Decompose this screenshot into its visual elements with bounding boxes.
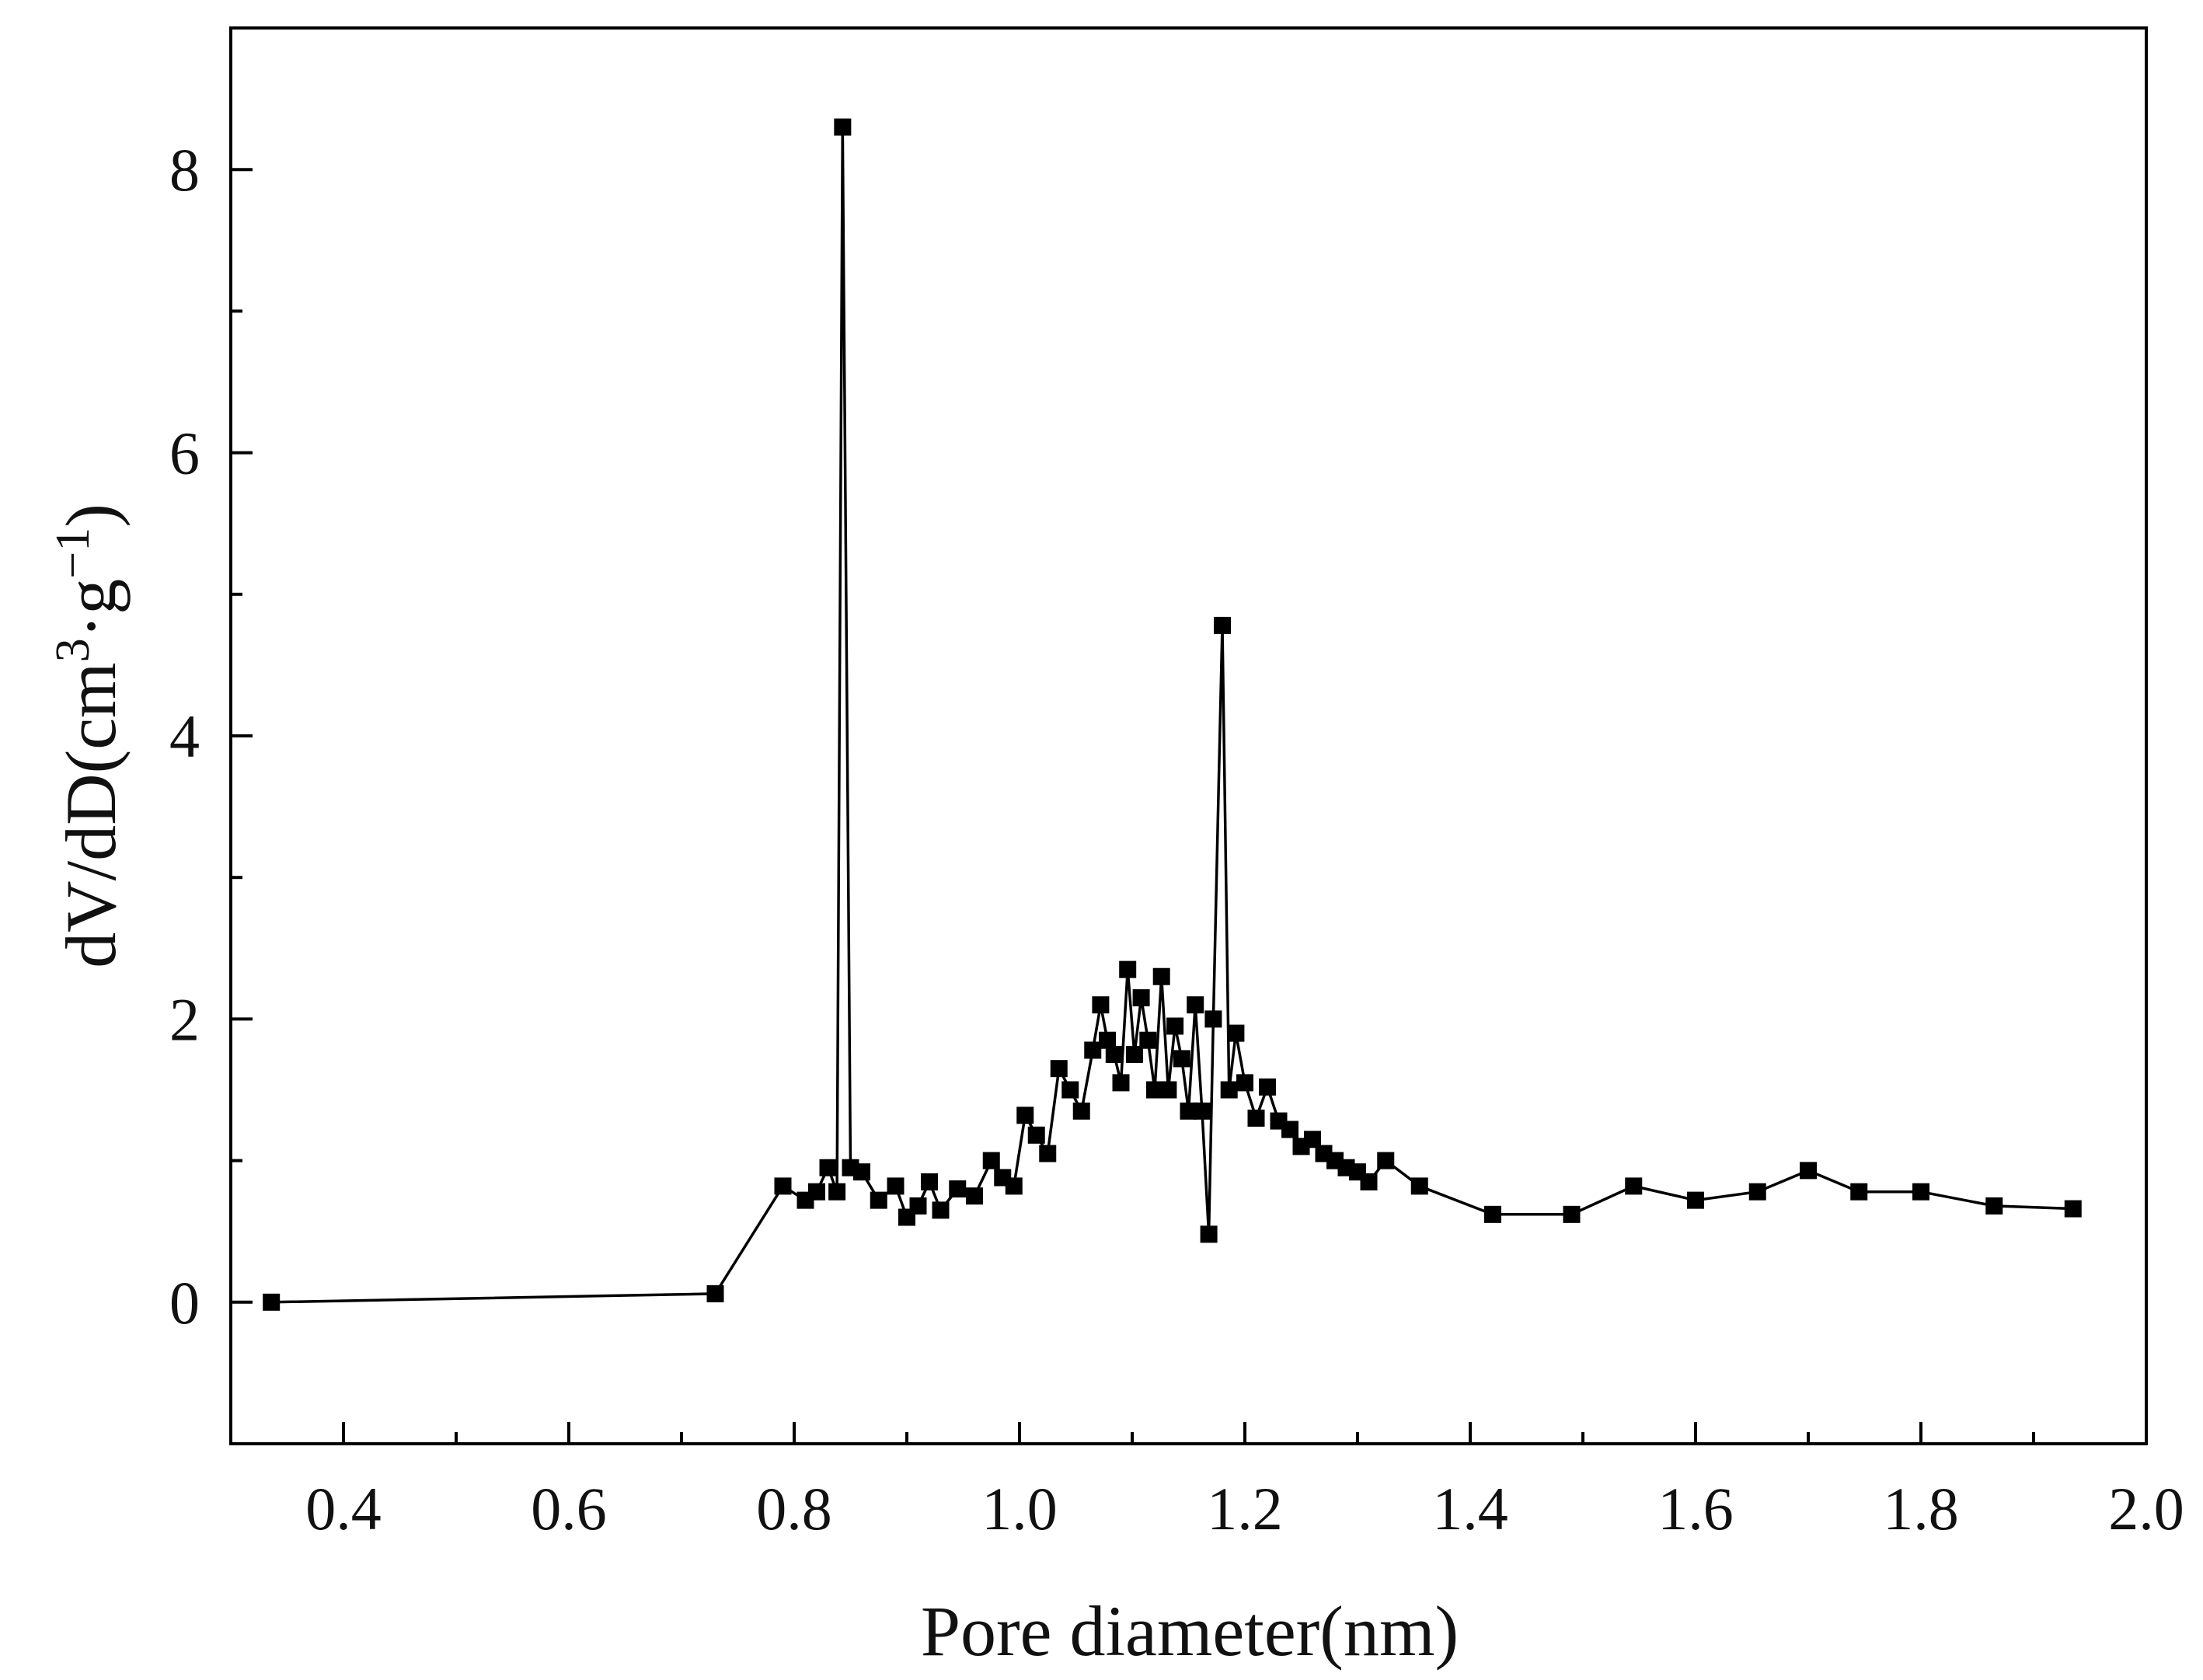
- data-point: [1125, 1045, 1143, 1063]
- data-point: [1625, 1177, 1643, 1195]
- data-point: [808, 1183, 825, 1201]
- data-point: [828, 1183, 846, 1201]
- data-point: [932, 1201, 950, 1219]
- data-point: [1200, 1225, 1218, 1243]
- y-axis-title-base: dV/dD(cm: [51, 662, 131, 967]
- data-point: [1084, 1041, 1102, 1059]
- data-point: [1259, 1078, 1276, 1096]
- data-series: [263, 118, 2082, 1311]
- y-tick-label: 2: [169, 985, 200, 1053]
- data-point: [1985, 1197, 2003, 1215]
- data-point: [887, 1177, 905, 1195]
- data-point: [1005, 1177, 1023, 1195]
- data-point: [1304, 1131, 1321, 1148]
- data-point: [870, 1191, 887, 1209]
- y-axis-title-sup2: −1: [47, 528, 99, 579]
- y-axis-title-sup1: 3: [47, 638, 99, 662]
- data-point: [1850, 1183, 1868, 1201]
- y-axis-title-mid: ·g: [51, 579, 131, 639]
- y-tick-label: 4: [169, 702, 200, 770]
- data-point: [1146, 1081, 1163, 1099]
- data-point: [1220, 1081, 1238, 1099]
- data-point: [834, 118, 852, 136]
- y-axis-title: dV/dD(cm3·g−1): [47, 504, 131, 968]
- data-point: [1173, 1050, 1190, 1068]
- data-point: [1187, 996, 1204, 1014]
- data-point: [1687, 1191, 1704, 1209]
- data-point: [706, 1284, 724, 1302]
- x-tick-label: 1.2: [1207, 1475, 1283, 1542]
- y-tick-label: 6: [169, 420, 200, 487]
- data-point: [1159, 1081, 1177, 1099]
- data-point: [853, 1163, 870, 1181]
- data-point: [1912, 1183, 1929, 1201]
- y-tick-label: 8: [169, 136, 200, 204]
- data-point: [1105, 1045, 1123, 1063]
- data-point: [1748, 1183, 1766, 1201]
- data-point: [1027, 1126, 1045, 1144]
- y-tick-label: 0: [169, 1269, 200, 1337]
- data-point: [1132, 989, 1150, 1007]
- y-axis-title-end: ): [51, 504, 131, 528]
- data-point: [1204, 1010, 1222, 1028]
- data-point: [1563, 1205, 1581, 1223]
- data-point: [1281, 1121, 1298, 1138]
- data-point: [1152, 967, 1170, 985]
- data-point: [1800, 1162, 1817, 1180]
- data-point: [1410, 1177, 1428, 1195]
- data-point: [1039, 1145, 1057, 1162]
- data-point: [774, 1177, 792, 1195]
- x-axis-title: Pore diameter(nm): [921, 1591, 1459, 1671]
- x-tick-label: 1.6: [1657, 1475, 1734, 1542]
- x-tick-label: 0.6: [531, 1475, 607, 1542]
- data-point: [2064, 1200, 2082, 1218]
- data-point: [982, 1152, 1000, 1169]
- data-point: [1119, 960, 1137, 978]
- data-point: [1193, 1102, 1211, 1120]
- series-line: [271, 127, 2073, 1304]
- data-point: [1166, 1017, 1184, 1035]
- data-point: [1377, 1152, 1395, 1169]
- data-point: [1214, 616, 1231, 634]
- data-point: [909, 1197, 927, 1215]
- x-tick-label: 0.8: [756, 1475, 832, 1542]
- data-point: [1484, 1205, 1501, 1223]
- data-point: [1227, 1024, 1245, 1042]
- x-tick-label: 1.4: [1432, 1475, 1508, 1542]
- plot-frame: [229, 26, 2148, 1445]
- x-tick-label: 1.8: [1883, 1475, 1959, 1542]
- data-point: [966, 1187, 983, 1205]
- data-point: [819, 1159, 837, 1176]
- data-point: [1112, 1074, 1130, 1092]
- x-tick-label: 2.0: [2108, 1475, 2184, 1542]
- x-tick-label: 0.4: [305, 1475, 382, 1542]
- data-point: [1072, 1102, 1090, 1120]
- data-point: [1139, 1031, 1157, 1049]
- x-tick-label: 1.0: [981, 1475, 1058, 1542]
- data-point: [1016, 1107, 1034, 1124]
- x-axis-ticks: 0.4 0.6 0.8 1.0 1.2 1.4 1.6 1.8 2.0: [229, 1422, 2184, 1542]
- data-point: [263, 1293, 281, 1311]
- data-point: [1360, 1173, 1378, 1190]
- data-point: [1092, 996, 1110, 1014]
- y-axis-ticks: 0 2 4 6 8: [169, 26, 253, 1445]
- data-point: [1180, 1102, 1197, 1120]
- data-point: [921, 1173, 938, 1190]
- data-point: [1061, 1081, 1079, 1099]
- data-point: [1099, 1031, 1117, 1049]
- data-point: [1247, 1109, 1265, 1127]
- data-point: [1236, 1074, 1253, 1092]
- data-point: [1050, 1060, 1068, 1078]
- data-point: [949, 1180, 967, 1198]
